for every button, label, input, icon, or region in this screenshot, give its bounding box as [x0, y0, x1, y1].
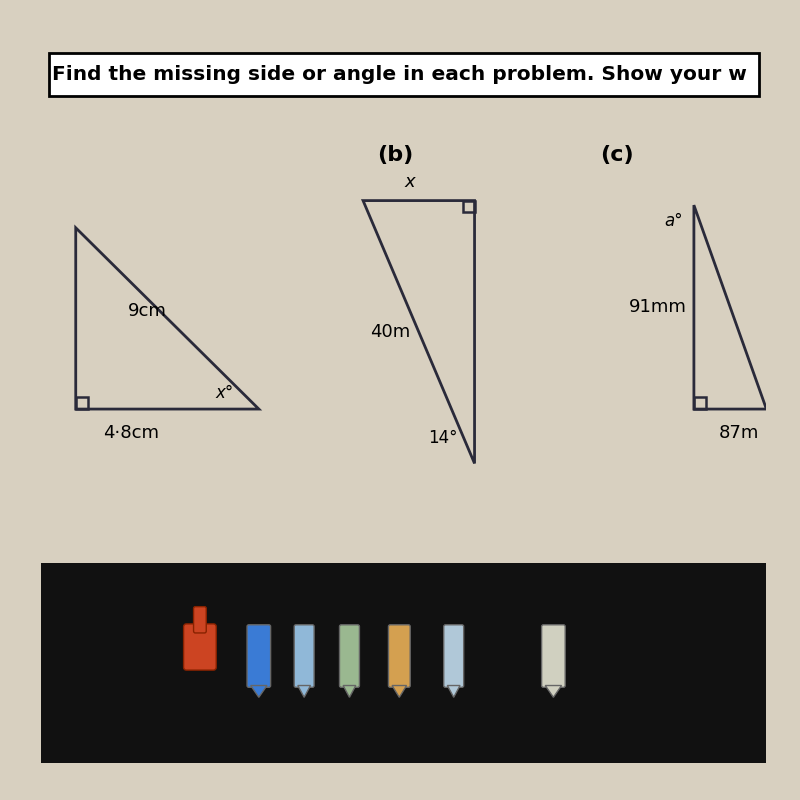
Polygon shape — [392, 686, 406, 698]
FancyBboxPatch shape — [294, 625, 314, 687]
Bar — [42, 563, 766, 762]
Polygon shape — [250, 686, 267, 698]
Text: 9cm: 9cm — [128, 302, 166, 320]
FancyBboxPatch shape — [389, 625, 410, 687]
Polygon shape — [343, 686, 356, 698]
Text: (c): (c) — [600, 146, 634, 166]
Text: 87m: 87m — [719, 424, 759, 442]
Text: a°: a° — [665, 213, 683, 230]
Text: x°: x° — [215, 384, 234, 402]
FancyBboxPatch shape — [49, 53, 759, 96]
Text: x: x — [405, 174, 415, 191]
FancyBboxPatch shape — [194, 606, 206, 633]
FancyBboxPatch shape — [542, 625, 565, 687]
FancyBboxPatch shape — [339, 625, 359, 687]
Text: 91mm: 91mm — [629, 298, 686, 316]
FancyBboxPatch shape — [247, 625, 270, 687]
Text: Find the missing side or angle in each problem. Show your w: Find the missing side or angle in each p… — [52, 65, 746, 84]
Polygon shape — [447, 686, 460, 698]
Text: (b): (b) — [377, 146, 413, 166]
Polygon shape — [298, 686, 310, 698]
Text: 4·8cm: 4·8cm — [103, 424, 159, 442]
Text: 40m: 40m — [370, 323, 410, 341]
Text: 14°: 14° — [428, 429, 458, 447]
Polygon shape — [546, 686, 562, 698]
FancyBboxPatch shape — [444, 625, 464, 687]
FancyBboxPatch shape — [183, 624, 216, 670]
